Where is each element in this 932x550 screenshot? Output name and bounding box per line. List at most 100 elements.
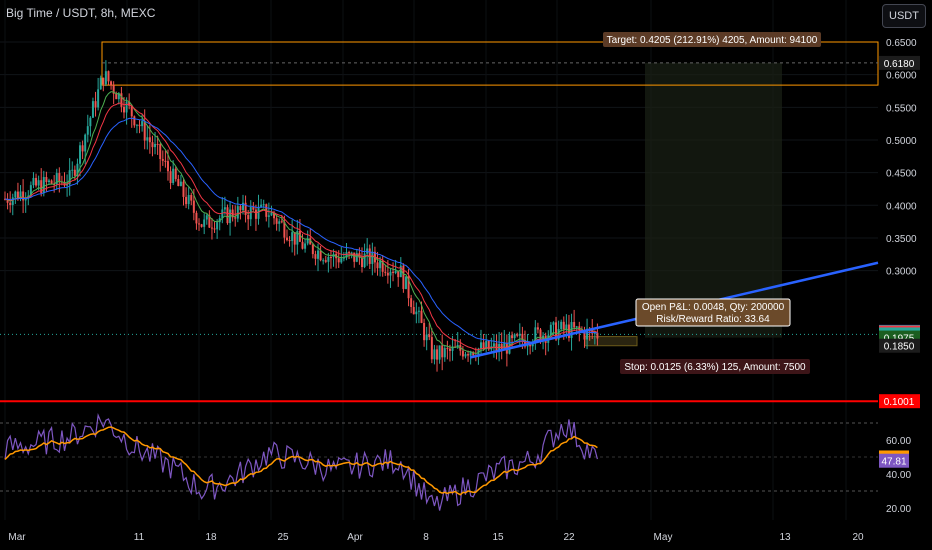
- candle-body: [117, 93, 120, 100]
- candle-body: [123, 106, 125, 113]
- currency-button[interactable]: USDT: [882, 4, 926, 28]
- candle-body: [441, 345, 444, 358]
- candle-body: [399, 265, 402, 278]
- candle-body: [81, 145, 84, 152]
- candle-body: [135, 124, 138, 126]
- candle-body: [283, 222, 286, 238]
- candle-body: [19, 191, 22, 199]
- pnl-label-bg: [635, 298, 791, 327]
- time-tick: 8: [423, 532, 429, 543]
- candle-body: [198, 223, 201, 225]
- candle-body: [45, 177, 48, 183]
- candle-body: [73, 169, 76, 176]
- candle-body: [91, 101, 94, 118]
- candle-body: [208, 215, 211, 228]
- candle-body: [438, 345, 441, 360]
- target-label-text: Target: 0.4205 (212.91%) 4205, Amount: 9…: [607, 35, 818, 46]
- candle-body: [348, 252, 351, 254]
- price-tick: 0.6500: [886, 38, 917, 49]
- rsi-line: [4, 412, 598, 511]
- price-tick: 0.3000: [886, 267, 917, 278]
- candle-body: [560, 321, 563, 330]
- rsi-tick: 60.00: [886, 436, 911, 447]
- candle-body: [345, 252, 348, 258]
- candle-body: [472, 352, 475, 356]
- ma-red: [4, 102, 598, 351]
- candle-body: [99, 77, 102, 90]
- candle-body: [363, 253, 366, 268]
- price-tag: 0.1850: [884, 342, 915, 353]
- candle-body: [324, 260, 327, 262]
- candle-body: [133, 116, 136, 126]
- candle-body: [190, 194, 193, 201]
- candle-body: [342, 257, 345, 259]
- candle-body: [115, 93, 118, 100]
- candle-body: [555, 322, 558, 340]
- candle-body: [425, 334, 428, 341]
- candle-body: [187, 194, 190, 205]
- candle-body: [37, 180, 40, 186]
- candle-body: [570, 322, 573, 338]
- candle-body: [125, 101, 128, 113]
- candle-body: [482, 342, 485, 349]
- candle-body: [404, 276, 407, 289]
- price-tick: 0.4000: [886, 201, 917, 212]
- candle-body: [177, 178, 180, 187]
- candle-body: [402, 265, 405, 289]
- candle-body: [76, 163, 79, 176]
- candle-body: [549, 324, 552, 336]
- target-zone-shade: [645, 62, 782, 338]
- candle-body: [327, 256, 330, 262]
- candle-body: [575, 326, 578, 328]
- candle-body: [298, 230, 301, 242]
- candle-body: [229, 209, 232, 224]
- target-label-bg: [603, 32, 821, 47]
- candle-body: [304, 243, 307, 249]
- candle-body: [164, 160, 167, 162]
- candle-body: [270, 212, 273, 216]
- time-tick: 11: [134, 532, 145, 543]
- candle-body: [58, 173, 61, 182]
- candle-body: [221, 209, 224, 219]
- candle-body: [415, 311, 418, 315]
- candle-body: [35, 177, 38, 186]
- candle-body: [322, 260, 325, 262]
- price-tag-bg: [879, 338, 920, 353]
- price-tag: 0.6180: [884, 59, 915, 70]
- candle-body: [586, 328, 589, 340]
- candle-body: [138, 124, 141, 127]
- candle-body: [29, 185, 32, 196]
- candle-body: [79, 145, 82, 164]
- candle-body: [278, 221, 281, 224]
- candle-body: [97, 89, 100, 108]
- candle-body: [340, 258, 343, 263]
- candle-body: [71, 169, 74, 171]
- candle-body: [172, 168, 175, 184]
- position-zones: [0, 41, 879, 403]
- candle-body: [84, 134, 87, 152]
- candle-body: [534, 327, 537, 344]
- candle-body: [526, 344, 529, 347]
- candle-body: [306, 238, 309, 244]
- candle-body: [371, 251, 374, 264]
- stop-label: Stop: 0.0125 (6.33%) 125, Amount: 7500: [620, 359, 810, 374]
- candle-body: [518, 333, 521, 336]
- candle-body: [498, 343, 501, 352]
- candle-body: [386, 272, 389, 276]
- candle-body: [397, 270, 400, 278]
- candle-body: [50, 180, 53, 184]
- candle-body: [446, 348, 449, 350]
- candle-body: [389, 271, 392, 276]
- rsi-ma-line: [4, 426, 598, 496]
- candle-body: [234, 217, 237, 219]
- candle-body: [47, 180, 50, 183]
- candle-body: [24, 197, 27, 201]
- candle-body: [102, 77, 105, 85]
- candle-body: [174, 168, 177, 179]
- candle-body: [128, 101, 131, 106]
- stop-label-bg: [620, 359, 810, 374]
- candle-body: [485, 340, 488, 349]
- candle-body: [242, 202, 244, 211]
- time-tick: 22: [563, 532, 575, 543]
